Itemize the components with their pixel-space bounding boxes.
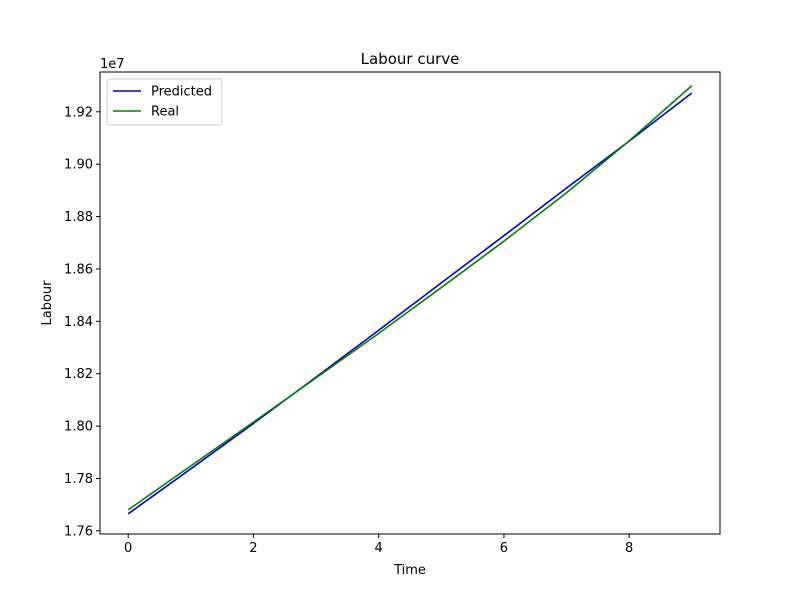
y-tick-label: 1.86 xyxy=(64,262,93,277)
y-tick-label: 1.80 xyxy=(64,420,93,435)
x-tick-label: 2 xyxy=(249,541,257,556)
plot-lines xyxy=(127,85,693,515)
y-axis: 1.76 1.78 1.80 1.82 1.84 1.86 1.88 1.90 1.92 xyxy=(64,105,100,539)
y-tick-label: 1.78 xyxy=(64,472,93,487)
y-tick-label: 1.84 xyxy=(64,315,93,330)
y-tick-label: 1.92 xyxy=(64,105,93,120)
legend-label: Predicted xyxy=(151,85,212,100)
y-tick-label: 1.88 xyxy=(64,210,93,225)
y-tick-label: 1.82 xyxy=(64,367,93,382)
x-tick-label: 4 xyxy=(375,541,383,556)
x-axis-title: Time xyxy=(393,563,426,578)
x-tick-label: 8 xyxy=(625,541,633,556)
x-tick-label: 0 xyxy=(124,541,132,556)
plot-frame xyxy=(99,71,721,535)
y-axis-title: Labour xyxy=(40,280,55,326)
y-tick-label: 1.90 xyxy=(64,158,93,173)
series-line-real xyxy=(127,85,693,511)
y-offset-label: 1e7 xyxy=(100,57,125,72)
legend: Predicted Real xyxy=(106,78,223,126)
series-line-predicted xyxy=(127,92,693,515)
chart-title: Labour curve xyxy=(361,50,460,68)
x-axis: 0 2 4 6 8 xyxy=(124,534,633,556)
x-tick-label: 6 xyxy=(500,541,508,556)
legend-label: Real xyxy=(151,105,179,120)
y-tick-label: 1.76 xyxy=(64,524,93,539)
